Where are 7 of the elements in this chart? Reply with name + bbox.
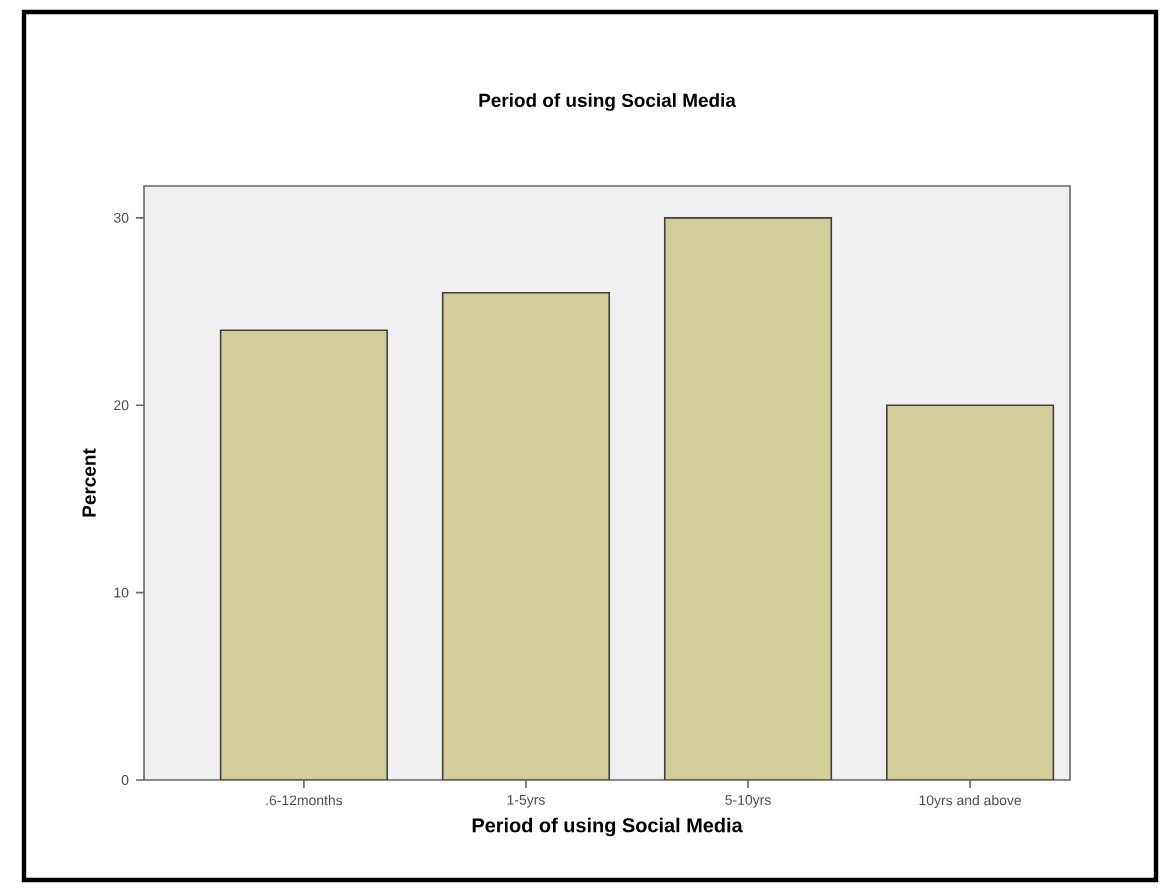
y-axis-title: Percent bbox=[82, 448, 96, 517]
bar bbox=[886, 404, 1055, 780]
bar bbox=[220, 330, 388, 780]
bar bbox=[663, 217, 833, 780]
x-axis-title: Period of using Social Media bbox=[472, 817, 743, 837]
chart-title: Period of using Social Media bbox=[479, 93, 736, 111]
bar bbox=[441, 291, 611, 780]
